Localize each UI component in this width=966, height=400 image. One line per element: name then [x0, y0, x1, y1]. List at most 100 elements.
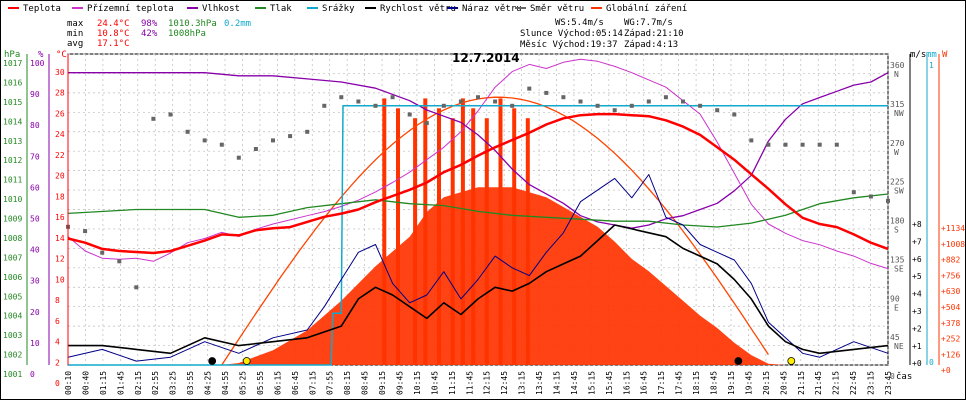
series-smer-point: [766, 142, 771, 147]
axis-tick-ms: +8: [912, 220, 922, 229]
stat-humidity: 42%: [141, 29, 158, 39]
legend-label: Rychlost větru: [380, 4, 456, 14]
series-smer-point: [783, 142, 788, 147]
axis-tick-dir-label: SW: [894, 187, 904, 196]
axis-tick-x: 23:45: [884, 371, 893, 395]
legend-label: Teplota: [23, 4, 61, 14]
series-smer-point: [663, 95, 668, 100]
axis-tick-x: 10:15: [413, 371, 422, 395]
series-zareni-peak: [484, 118, 489, 365]
axis-tick-pct: 10: [30, 339, 40, 348]
axis-tick-temp: 26: [55, 110, 65, 119]
axis-tick-x: 16:45: [640, 371, 649, 395]
axis-tick-x: 18:15: [692, 371, 701, 395]
series-smer-point: [236, 155, 241, 160]
legend-label: Srážky: [322, 4, 355, 14]
axis-tick-dir: 90: [890, 294, 900, 303]
axis-tick-x: 06:15: [273, 371, 282, 395]
axis-tick-x: 18:45: [710, 371, 719, 395]
axis-tick-x: 07:15: [308, 371, 317, 395]
series-smer-point: [834, 142, 839, 147]
series-smer-point: [715, 108, 720, 113]
series-smer-point: [493, 99, 498, 104]
series-smer-point: [612, 108, 617, 113]
axis-tick-dir-label: N: [894, 70, 899, 79]
series-smer-point: [390, 95, 395, 100]
series-smer-point: [83, 229, 88, 234]
series-smer-point: [458, 99, 463, 104]
axis-tick-dir-label: NW: [894, 109, 904, 118]
series-zareni-peak: [512, 108, 517, 366]
axis-tick-wm2: +1008: [941, 240, 965, 249]
series-smer-point: [424, 121, 429, 126]
axis-tick-x: 21:15: [797, 371, 806, 395]
series-zareni-peak: [437, 108, 441, 366]
axis-tick-x: 05:25: [239, 371, 248, 395]
axis-tick-dir: 315: [890, 100, 905, 109]
axis-tick-x: 17:45: [675, 371, 684, 395]
axis-tick-temp: 2: [55, 358, 60, 367]
series-smer-point: [646, 99, 651, 104]
axis-tick-x: 15:15: [587, 371, 596, 395]
axis-tick-x: 19:15: [727, 371, 736, 395]
axis-unit-pct: %: [38, 50, 44, 60]
axis-tick-x: 08:15: [343, 371, 352, 395]
axis-tick-hpa: 1009: [3, 215, 22, 224]
axis-tick-hpa: 1017: [3, 59, 22, 68]
axis-tick-x: 09:45: [396, 371, 405, 395]
info-sun-rise: Slunce Východ:05:14: [520, 29, 623, 39]
axis-unit-temp: °C: [56, 50, 67, 60]
axis-tick-hpa: 1006: [3, 273, 22, 282]
axis-tick-hpa: 1003: [3, 331, 22, 340]
axis-tick-hpa: 1010: [3, 195, 22, 204]
axis-tick-hpa: 1002: [3, 351, 22, 360]
axis-tick-pct: 90: [30, 90, 40, 99]
axis-tick-pct: 70: [30, 152, 40, 161]
axis-tick-temp: 6: [55, 317, 60, 326]
axis-tick-pct: 20: [30, 308, 40, 317]
axis-tick-ms: +2: [912, 324, 922, 333]
axis-tick-hpa: 1014: [3, 117, 22, 126]
series-smer-point: [441, 103, 446, 108]
axis-tick-temp: 12: [55, 255, 65, 264]
axis-tick-ms: +6: [912, 255, 922, 264]
axis-tick-hpa: 1001: [3, 370, 22, 379]
series-smer-point: [185, 129, 190, 134]
axis-tick-dir-label: S: [894, 226, 899, 235]
axis-tick-dir: 180: [890, 217, 905, 226]
sunset-marker: [787, 357, 796, 365]
series-smer-point: [151, 116, 156, 121]
axis-unit-wm2: W: [942, 50, 948, 60]
axis-tick-x: 20:45: [779, 371, 788, 395]
series-smer-point: [305, 129, 310, 134]
info-ws: WS:5.4m/s: [555, 18, 604, 28]
axis-tick-x: 14:45: [570, 371, 579, 395]
axis-tick-x: 14:15: [553, 371, 562, 395]
axis-tick-x: 08:45: [361, 371, 370, 395]
axis-tick-hpa: 1005: [3, 292, 22, 301]
series-prizemni-teplota: [67, 58, 889, 270]
series-smer-point: [288, 134, 293, 139]
series-smer-point: [339, 95, 344, 100]
series-smer-point: [749, 138, 754, 143]
moonset-marker: [208, 357, 217, 365]
axis-tick-mm: 1: [929, 61, 934, 70]
axis-tick-pct: 80: [30, 121, 40, 130]
series-vlhkost: [68, 72, 889, 229]
axis-tick-hpa: 1004: [3, 312, 22, 321]
series-zareni-peak: [471, 108, 476, 366]
axis-tick-temp: 0: [55, 379, 60, 388]
series-zareni-peak: [460, 98, 465, 366]
series-smer-point: [851, 190, 856, 195]
axis-tick-temp: 30: [55, 68, 65, 77]
series-zareni-peak: [423, 98, 428, 366]
moonrise-marker: [734, 357, 743, 365]
series-smer-point: [817, 142, 822, 147]
axis-tick-x: 22:15: [832, 371, 841, 395]
series-teplota: [67, 112, 889, 255]
axis-tick-x: 12:15: [483, 371, 492, 395]
sunrise-marker: [242, 357, 251, 365]
series-rychlost-vetru: [68, 224, 889, 355]
series-smer-point: [732, 112, 737, 117]
series-zareni-peak: [396, 108, 400, 366]
